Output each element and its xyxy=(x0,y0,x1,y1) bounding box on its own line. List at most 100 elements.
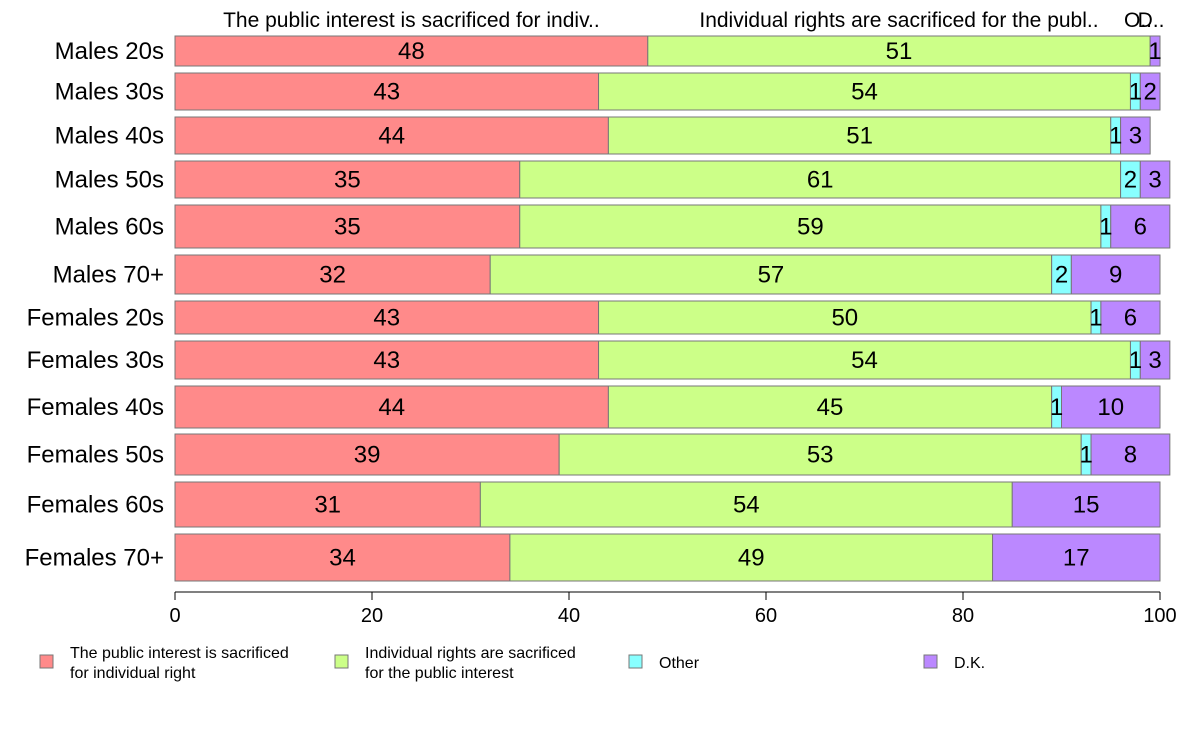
category-label-males-50s: Males 50s xyxy=(55,167,164,194)
bar-segment-males-70-d-k xyxy=(1070,254,1161,295)
value-label-males-70-d-k: 9 xyxy=(1109,262,1122,289)
legend-label-individual-rights-are-sacrificed-for-the-public-interest-line-1: Individual rights are sacrificed xyxy=(365,645,576,662)
bar-segments xyxy=(174,35,1171,582)
value-label-males-50s-d-k: 3 xyxy=(1148,167,1161,194)
series-header-individual-rights-are-sacrificed-for-the-public-interest: Individual rights are sacrificed for the… xyxy=(699,9,1098,32)
bar-segment-males-20s-d-k xyxy=(1149,35,1161,67)
value-label-males-70-individual-rights-are-sacrificed-for-the-public-interest: 57 xyxy=(758,262,785,289)
value-labels: 48 51 143 54 1 244 51 1 335 61 2 335 59 1 632 57 2 943 50 1… xyxy=(314,38,1161,572)
value-label-females-30s-other: 1 xyxy=(1129,347,1142,374)
series-header-d-k: D.. xyxy=(1138,9,1165,32)
bar-segment-females-30s-d-k xyxy=(1139,340,1171,380)
value-label-females-20s-d-k: 6 xyxy=(1124,305,1137,332)
x-tick-label-80: 80 xyxy=(952,605,974,627)
value-label-males-40s-d-k: 3 xyxy=(1129,123,1142,150)
value-label-females-40s-the-public-interest-is-sacrificed-for-individual-right: 44 xyxy=(378,394,405,421)
value-label-males-70-other: 2 xyxy=(1055,262,1068,289)
category-label-males-40s: Males 40s xyxy=(55,123,164,150)
value-label-females-60s-individual-rights-are-sacrificed-for-the-public-interest: 54 xyxy=(733,492,760,519)
value-label-females-20s-the-public-interest-is-sacrificed-for-individual-right: 43 xyxy=(373,305,400,332)
value-label-males-40s-individual-rights-are-sacrificed-for-the-public-interest: 51 xyxy=(846,123,873,150)
bar-segment-males-30s-individual-rights-are-sacrificed-for-the-public-interest xyxy=(598,72,1131,111)
value-label-females-30s-individual-rights-are-sacrificed-for-the-public-interest: 54 xyxy=(851,347,878,374)
bar-segment-females-60s-the-public-interest-is-sacrificed-for-individual-right xyxy=(174,481,481,528)
x-axis: 0 20 40 60 80 100 xyxy=(169,591,1177,627)
category-labels: Males 20s Males 30s Males 40s Males 50s Male… xyxy=(25,38,164,572)
value-label-males-60s-other: 1 xyxy=(1099,214,1112,241)
category-label-males-60s: Males 60s xyxy=(55,214,164,241)
legend-label-the-public-interest-is-sacrificed-for-individual-right-line-2: for individual right xyxy=(70,665,196,682)
bar-segment-females-60s-d-k xyxy=(1011,481,1161,528)
value-label-females-40s-other: 1 xyxy=(1050,394,1063,421)
value-label-males-30s-the-public-interest-is-sacrificed-for-individual-right: 43 xyxy=(373,79,400,106)
value-label-males-20s-d-k: 1 xyxy=(1148,38,1161,65)
value-label-females-20s-other: 1 xyxy=(1089,305,1102,332)
bar-segment-females-20s-the-public-interest-is-sacrificed-for-individual-right xyxy=(174,300,600,335)
value-label-males-20s-individual-rights-are-sacrificed-for-the-public-interest: 51 xyxy=(886,38,913,65)
bar-segment-females-70-d-k xyxy=(992,533,1161,582)
bar-segment-females-70-the-public-interest-is-sacrificed-for-individual-right xyxy=(174,533,511,582)
category-label-females-60s: Females 60s xyxy=(27,492,164,519)
bar-segment-males-70-individual-rights-are-sacrificed-for-the-public-interest xyxy=(489,254,1053,295)
x-tick-label-40: 40 xyxy=(558,605,580,627)
legend-swatch-individual-rights-are-sacrificed-for-the-public-interest xyxy=(334,654,349,669)
series-header-labels: The public interest is sacrificed for in… xyxy=(223,9,1164,32)
value-label-females-20s-individual-rights-are-sacrificed-for-the-public-interest: 50 xyxy=(831,305,858,332)
legend-label-d-k: D.K. xyxy=(954,655,985,672)
value-label-females-70-the-public-interest-is-sacrificed-for-individual-right: 34 xyxy=(329,545,356,572)
value-label-males-50s-the-public-interest-is-sacrificed-for-individual-right: 35 xyxy=(334,167,361,194)
x-tick-label-60: 60 xyxy=(755,605,777,627)
bar-segment-males-50s-individual-rights-are-sacrificed-for-the-public-interest xyxy=(519,160,1122,199)
bar-segment-males-60s-the-public-interest-is-sacrificed-for-individual-right xyxy=(174,204,521,249)
bar-segment-males-40s-d-k xyxy=(1120,116,1151,155)
x-tick-label-20: 20 xyxy=(361,605,383,627)
legend-label-individual-rights-are-sacrificed-for-the-public-interest-line-2: for the public interest xyxy=(365,665,514,682)
bar-segment-males-60s-individual-rights-are-sacrificed-for-the-public-interest xyxy=(519,204,1102,249)
value-label-females-50s-d-k: 8 xyxy=(1124,442,1137,469)
value-label-males-30s-other: 1 xyxy=(1129,79,1142,106)
bar-segment-males-30s-the-public-interest-is-sacrificed-for-individual-right xyxy=(174,72,600,111)
bar-segment-females-70-individual-rights-are-sacrificed-for-the-public-interest xyxy=(509,533,994,582)
bar-segment-males-30s-d-k xyxy=(1139,72,1161,111)
bar-segment-males-50s-the-public-interest-is-sacrificed-for-individual-right xyxy=(174,160,521,199)
value-label-males-30s-individual-rights-are-sacrificed-for-the-public-interest: 54 xyxy=(851,79,878,106)
bar-segment-females-40s-individual-rights-are-sacrificed-for-the-public-interest xyxy=(607,385,1053,429)
value-label-males-60s-individual-rights-are-sacrificed-for-the-public-interest: 59 xyxy=(797,214,824,241)
category-label-males-20s: Males 20s xyxy=(55,38,164,65)
legend-label-other: Other xyxy=(659,655,700,672)
value-label-females-60s-d-k: 15 xyxy=(1073,492,1100,519)
value-label-males-70-the-public-interest-is-sacrificed-for-individual-right: 32 xyxy=(319,262,346,289)
bar-segment-females-30s-individual-rights-are-sacrificed-for-the-public-interest xyxy=(598,340,1131,380)
series-header-other: O.. xyxy=(1124,9,1152,32)
value-label-males-20s-the-public-interest-is-sacrificed-for-individual-right: 48 xyxy=(398,38,425,65)
legend-label-the-public-interest-is-sacrificed-for-individual-right-line-1: The public interest is sacrificed xyxy=(70,645,289,662)
bar-segment-females-60s-individual-rights-are-sacrificed-for-the-public-interest xyxy=(479,481,1013,528)
category-label-females-40s: Females 40s xyxy=(27,394,164,421)
value-label-females-50s-other: 1 xyxy=(1079,442,1092,469)
bar-segment-males-40s-individual-rights-are-sacrificed-for-the-public-interest xyxy=(607,116,1112,155)
legend-swatch-the-public-interest-is-sacrificed-for-individual-right xyxy=(39,654,54,669)
category-label-females-20s: Females 20s xyxy=(27,305,164,332)
value-label-females-40s-individual-rights-are-sacrificed-for-the-public-interest: 45 xyxy=(817,394,844,421)
value-label-females-30s-d-k: 3 xyxy=(1148,347,1161,374)
value-label-males-50s-individual-rights-are-sacrificed-for-the-public-interest: 61 xyxy=(807,167,834,194)
bar-segment-males-50s-d-k xyxy=(1139,160,1171,199)
bar-segment-females-20s-d-k xyxy=(1100,300,1161,335)
value-label-females-40s-d-k: 10 xyxy=(1097,394,1124,421)
category-label-females-30s: Females 30s xyxy=(27,347,164,374)
value-label-females-30s-the-public-interest-is-sacrificed-for-individual-right: 43 xyxy=(373,347,400,374)
bar-segment-males-70-the-public-interest-is-sacrificed-for-individual-right xyxy=(174,254,491,295)
legend: The public interest is sacrificed for ind… xyxy=(39,645,985,682)
bar-segment-females-50s-the-public-interest-is-sacrificed-for-individual-right xyxy=(174,433,560,476)
bar-segment-females-20s-individual-rights-are-sacrificed-for-the-public-interest xyxy=(598,300,1092,335)
category-label-males-30s: Males 30s xyxy=(55,79,164,106)
category-label-females-70: Females 70+ xyxy=(25,545,164,572)
legend-swatch-other xyxy=(628,654,643,669)
bar-segment-females-30s-the-public-interest-is-sacrificed-for-individual-right xyxy=(174,340,600,380)
series-header-the-public-interest-is-sacrificed-for-individual-right: The public interest is sacrificed for in… xyxy=(223,9,600,32)
x-tick-label-100: 100 xyxy=(1143,605,1176,627)
value-label-males-60s-d-k: 6 xyxy=(1134,214,1147,241)
bar-segment-females-50s-d-k xyxy=(1090,433,1171,476)
value-label-males-60s-the-public-interest-is-sacrificed-for-individual-right: 35 xyxy=(334,214,361,241)
